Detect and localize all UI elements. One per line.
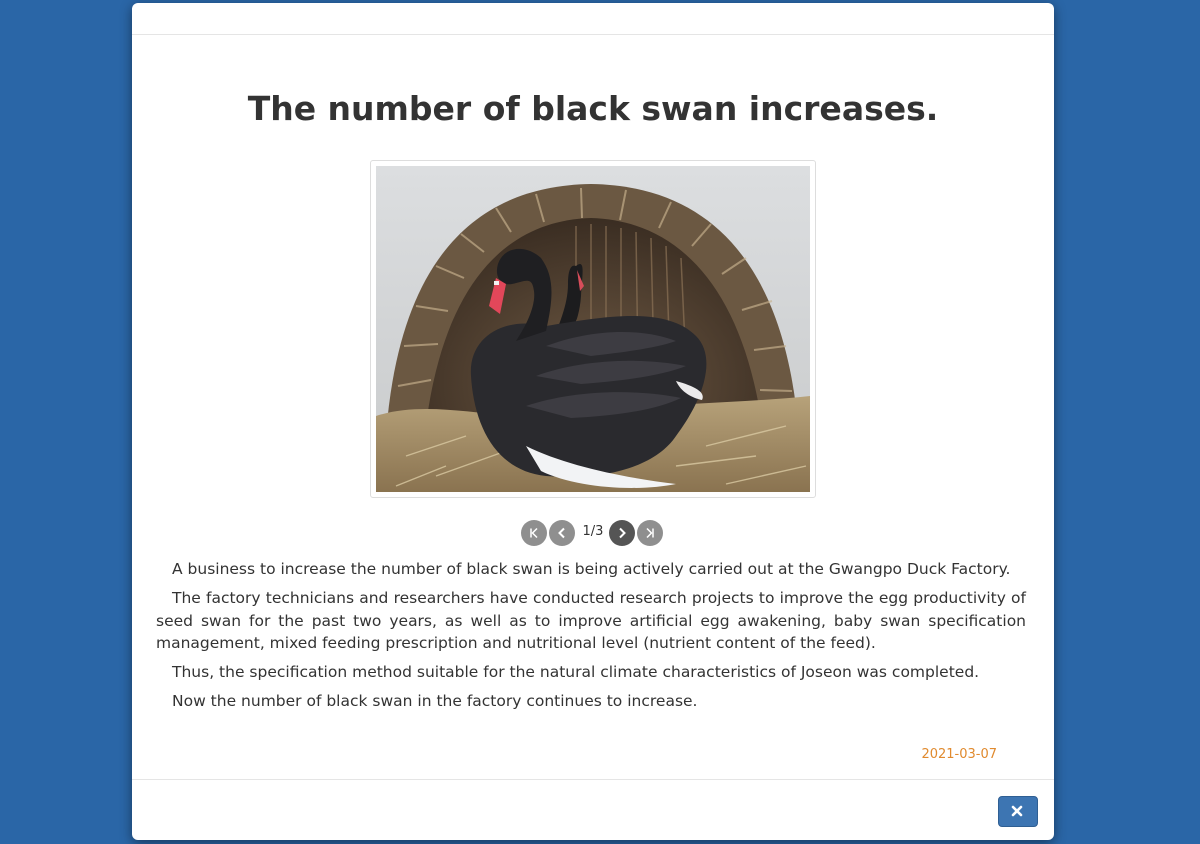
article-modal: The number of black swan increases. <box>132 3 1054 840</box>
modal-header <box>132 3 1054 35</box>
photo-frame <box>370 160 816 498</box>
article-paragraph: A business to increase the number of bla… <box>172 560 1011 578</box>
close-button[interactable] <box>998 796 1038 827</box>
prev-page-button[interactable] <box>549 520 575 546</box>
article-date: 2021-03-07 <box>921 747 997 762</box>
next-page-button[interactable] <box>609 520 635 546</box>
article-paragraph: The factory technicians and researchers … <box>156 589 1026 652</box>
modal-body: The number of black swan increases. <box>132 35 1054 780</box>
close-icon <box>1011 805 1023 817</box>
modal-footer <box>132 779 1054 840</box>
article-paragraph: Now the number of black swan in the fact… <box>172 692 698 710</box>
black-swan-photo <box>376 166 810 492</box>
gallery-pager: 1/3 <box>521 520 666 546</box>
chevron-left-icon <box>558 527 565 539</box>
chevron-right-icon <box>619 527 626 539</box>
page-indicator: 1/3 <box>582 524 604 539</box>
first-page-icon <box>530 527 538 539</box>
article-content: A business to increase the number of bla… <box>156 558 1026 719</box>
article-paragraph: Thus, the specification method suitable … <box>172 663 980 681</box>
first-page-button[interactable] <box>521 520 547 546</box>
black-swan-photo-image <box>376 166 810 492</box>
last-page-button[interactable] <box>637 520 663 546</box>
last-page-icon <box>646 527 654 539</box>
article-title: The number of black swan increases. <box>247 89 939 128</box>
